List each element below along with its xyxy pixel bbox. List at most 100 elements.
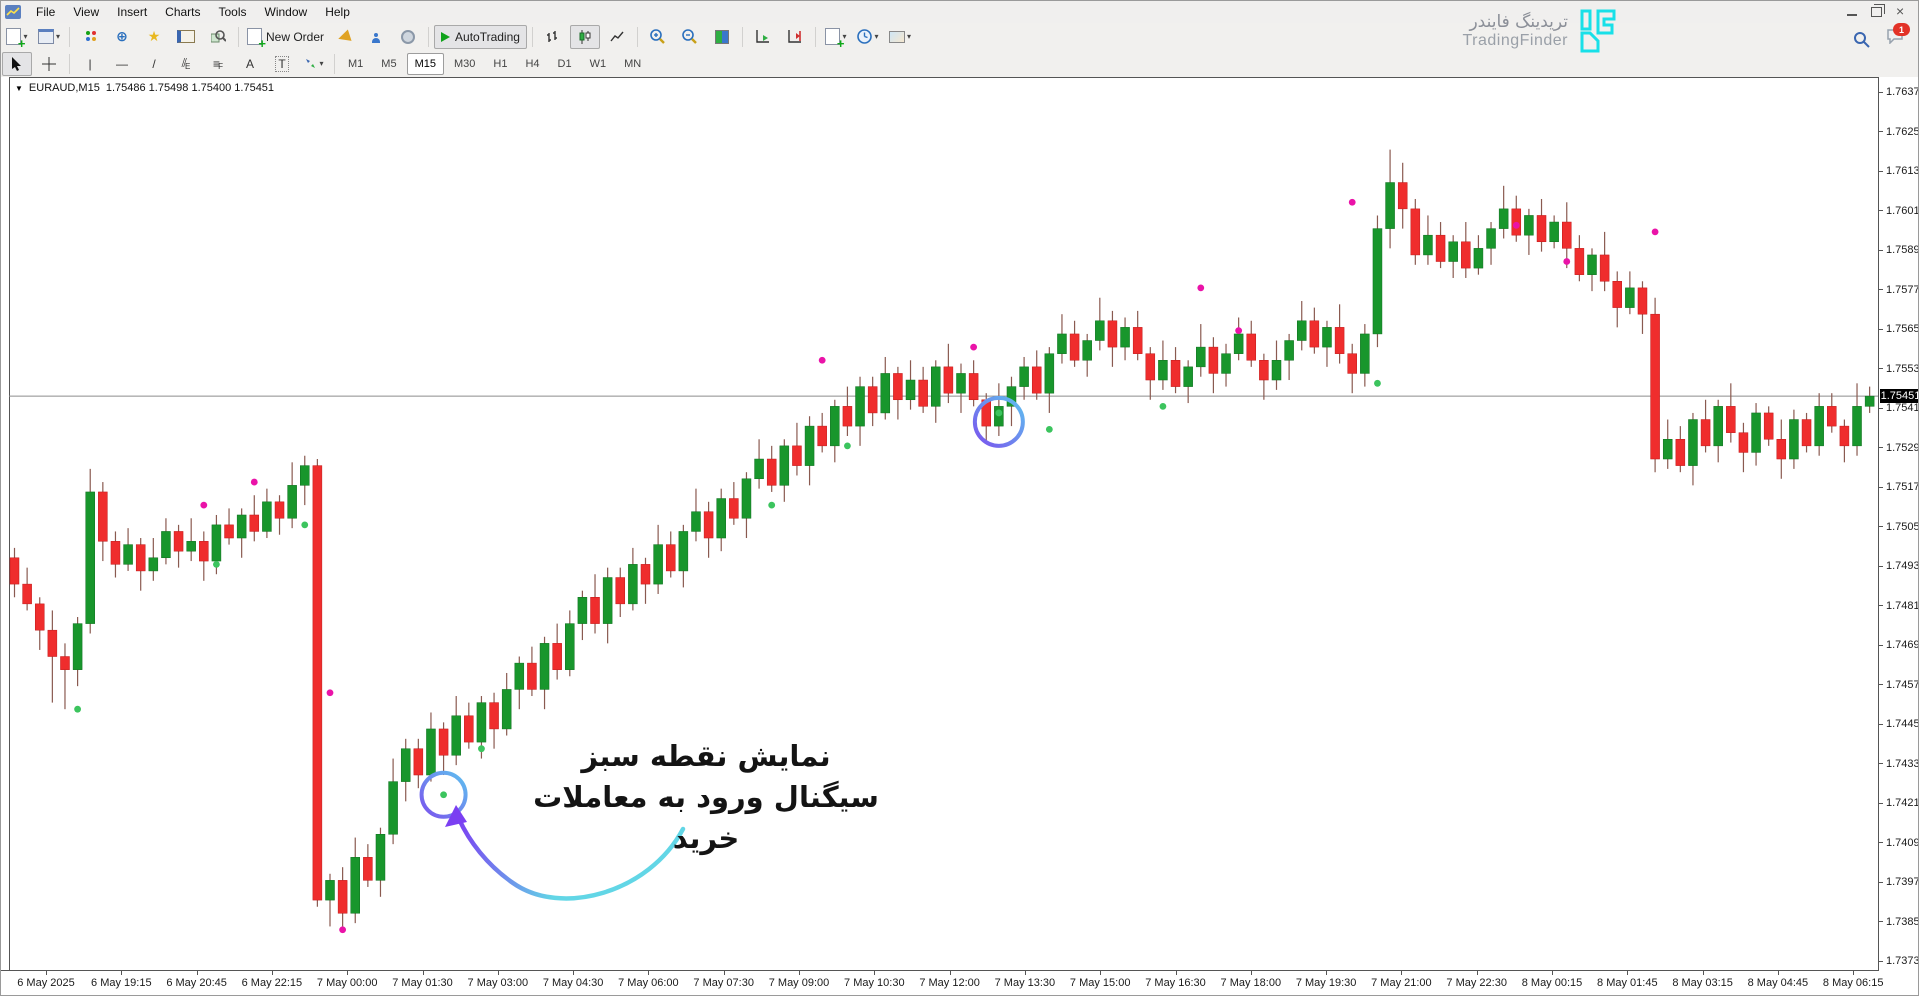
close-button[interactable]: × <box>1896 2 1905 19</box>
timeframe-mn[interactable]: MN <box>624 57 642 70</box>
notifications-button[interactable]: 1 <box>1886 23 1910 49</box>
candle-down <box>1574 248 1585 275</box>
sell-signal-dot <box>200 501 208 509</box>
current-price-tag: 1.75451 <box>1880 389 1919 404</box>
timeframe-m15[interactable]: M15 <box>406 52 444 75</box>
chevron-down-icon: ▾ <box>319 59 324 68</box>
bar-chart-button[interactable] <box>538 25 568 49</box>
horizontal-line-button[interactable]: — <box>107 52 137 76</box>
candle-down <box>1599 254 1610 282</box>
price-tick-label: 1.74815 <box>1886 599 1918 612</box>
fibonacci-button[interactable]: ≡ F <box>203 52 233 76</box>
crosshair-button[interactable] <box>34 52 64 76</box>
zoom-in-icon <box>650 28 665 44</box>
toolbar-separator <box>69 53 70 74</box>
candle-up <box>1057 333 1067 354</box>
candle-up <box>1713 406 1723 447</box>
highlight-circle <box>419 770 468 819</box>
zoom-in-button[interactable] <box>643 25 673 49</box>
navigator-button[interactable]: ★ <box>139 25 169 49</box>
autotrading-button[interactable]: AutoTrading <box>434 24 527 49</box>
candle-up <box>1814 406 1824 447</box>
menu-insert[interactable]: Insert <box>117 5 148 19</box>
time-tick-dash <box>1702 971 1704 975</box>
text-label-button[interactable]: T <box>267 52 297 76</box>
timeframe-m1[interactable]: M1 <box>348 57 364 70</box>
symbol-info[interactable]: ▼ EURAUD,M15 1.75486 1.75498 1.75400 1.7… <box>15 82 274 94</box>
periods-button[interactable]: ▾ <box>853 25 883 49</box>
time-tick-dash <box>1024 971 1026 975</box>
minimize-button[interactable] <box>1847 6 1857 16</box>
cursor-button[interactable] <box>2 51 32 76</box>
candlestick-chart-button[interactable] <box>569 24 600 49</box>
timeframe-m5[interactable]: M5 <box>381 57 397 70</box>
candle-down <box>552 643 562 670</box>
price-tick-label: 1.76255 <box>1886 125 1918 138</box>
timeframe-m30[interactable]: M30 <box>453 57 476 70</box>
annotation-arrow <box>456 816 686 901</box>
timeframe-h1[interactable]: H1 <box>493 57 508 70</box>
price-axis[interactable]: 1.75451 1.76375 1.76255 1.76135 1.76015 1.75… <box>1878 77 1919 970</box>
auto-scroll-button[interactable] <box>748 25 778 49</box>
price-tick-dash <box>1879 605 1883 606</box>
time-tick-dash <box>949 971 951 975</box>
menu-bar: File View Insert Charts Tools Window Help <box>1 1 1918 23</box>
indicators-button[interactable]: ▾ <box>821 25 851 49</box>
equidistant-channel-button[interactable]: ⫽ E <box>171 52 201 76</box>
menu-window[interactable]: Window <box>264 5 308 19</box>
price-chart[interactable] <box>9 77 1878 970</box>
market-button[interactable] <box>393 25 423 49</box>
candle-down <box>1410 208 1421 256</box>
candle-up <box>678 531 689 572</box>
menu-tools[interactable]: Tools <box>218 5 247 19</box>
terminal-button[interactable] <box>171 25 201 49</box>
time-label: 7 May 04:30 <box>542 977 604 989</box>
price-tick: 1.76015 <box>1879 205 1918 217</box>
price-tick: 1.74575 <box>1879 679 1918 691</box>
time-axis[interactable]: 6 May 2025 6 May 19:15 6 May 20:45 6 May 22… <box>1 970 1883 995</box>
new-chart-button[interactable]: ▾ <box>2 25 32 49</box>
new-order-button[interactable]: New Order <box>244 25 327 49</box>
menu-help[interactable]: Help <box>325 5 350 19</box>
candle-down <box>9 557 20 585</box>
templates-button[interactable]: ▾ <box>885 25 915 49</box>
market-watch-button[interactable] <box>75 25 105 49</box>
megaphone-button[interactable] <box>329 25 359 49</box>
data-window-button[interactable]: ⊕ <box>107 25 137 49</box>
menu-charts[interactable]: Charts <box>165 5 201 19</box>
sell-signal-dot <box>818 356 826 364</box>
tile-windows-button[interactable] <box>707 25 737 49</box>
candle-down <box>413 748 424 776</box>
line-chart-button[interactable] <box>602 25 632 49</box>
timeframe-h4[interactable]: H4 <box>525 57 540 70</box>
candle-down <box>665 544 676 572</box>
timeframe-d1[interactable]: D1 <box>557 57 572 70</box>
chart-shift-button[interactable] <box>780 25 810 49</box>
restore-button[interactable] <box>1871 7 1882 17</box>
time-tick-dash <box>1250 971 1252 975</box>
candle-up <box>514 662 525 690</box>
sell-signal-dot <box>250 478 258 486</box>
line-studies-toolbar: | — / ⫽ E ≡ F A T ▾ M1 M5 M15 M30 H1 H4 D1 W1 MN <box>1 50 1918 77</box>
profiles-button[interactable]: ▾ <box>34 25 64 49</box>
user-icon <box>372 33 381 43</box>
candle-down <box>1069 333 1080 361</box>
timeframe-w1[interactable]: W1 <box>589 57 607 70</box>
arrows-button[interactable]: ▾ <box>299 52 329 76</box>
text-button[interactable]: A <box>235 52 265 76</box>
menu-view[interactable]: View <box>73 5 100 19</box>
trendline-button[interactable]: / <box>139 52 169 76</box>
zoom-out-button[interactable] <box>675 25 705 49</box>
community-button[interactable] <box>361 25 391 49</box>
candle-up <box>400 748 411 782</box>
menu-file[interactable]: File <box>36 5 56 19</box>
candle-down <box>135 544 146 572</box>
search-icon[interactable] <box>1853 31 1870 48</box>
time-tick-dash <box>1552 971 1553 975</box>
vertical-line-button[interactable]: | <box>75 52 105 76</box>
time-tick-dash <box>347 971 349 975</box>
candle-up <box>1385 182 1395 229</box>
strategy-tester-button[interactable] <box>203 25 233 49</box>
candle-up <box>1498 208 1509 229</box>
fibonacci-icon: ≡ <box>213 56 221 71</box>
